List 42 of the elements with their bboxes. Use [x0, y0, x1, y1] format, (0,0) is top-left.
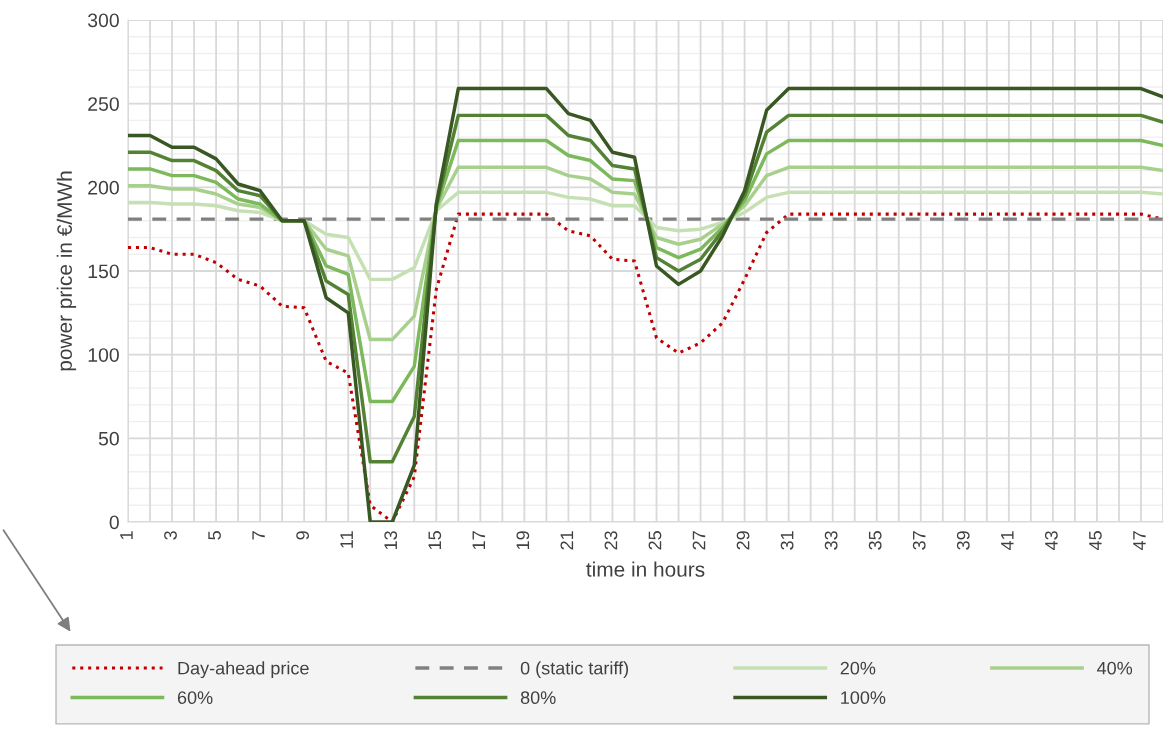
- legend-label: 100%: [841, 691, 886, 705]
- x-tick-label: 29: [736, 531, 750, 550]
- y-tick-label: 0: [109, 515, 119, 530]
- legend-label: 20%: [840, 661, 876, 675]
- x-tick-label: 13: [384, 531, 398, 550]
- x-tick-label: 19: [516, 531, 530, 550]
- x-tick-label: 43: [1044, 531, 1058, 550]
- x-tick-label: 17: [472, 531, 486, 550]
- x-tick-label: 45: [1089, 531, 1102, 550]
- y-tick-label: 200: [88, 180, 119, 195]
- legend-label: 80%: [520, 691, 556, 705]
- x-tick-label: 9: [296, 531, 310, 540]
- x-tick-label: 31: [780, 531, 794, 550]
- x-tick-label: 27: [692, 531, 706, 550]
- x-tick-label: 1: [120, 531, 133, 539]
- x-tick-label: 11: [340, 531, 353, 548]
- legend-label: Day-ahead price: [178, 661, 309, 679]
- x-tick-label: 7: [252, 531, 265, 540]
- x-tick-label: 25: [648, 531, 662, 550]
- x-tick-label: 3: [164, 531, 177, 540]
- y-tick-label: 100: [88, 348, 119, 362]
- x-tick-label: 39: [956, 531, 970, 550]
- x-tick-label: 5: [208, 531, 221, 540]
- y-tick-label: 300: [87, 13, 119, 28]
- x-tick-label: 15: [428, 531, 442, 550]
- x-tick-label: 23: [604, 531, 618, 550]
- x-tick-label: 35: [868, 531, 882, 550]
- x-tick-label: 37: [912, 531, 926, 550]
- y-tick-label: 250: [88, 97, 119, 111]
- x-tick-label: 47: [1133, 531, 1146, 550]
- legend-label: 60%: [177, 691, 213, 705]
- y-tick-label: 150: [88, 264, 119, 279]
- x-tick-label: 33: [824, 531, 838, 550]
- x-tick-label: 21: [560, 531, 574, 550]
- y-axis-title: power price in €/MWh: [56, 171, 77, 371]
- x-tick-label: 41: [1001, 531, 1014, 550]
- x-axis-title: time in hours: [586, 561, 705, 577]
- legend-label: 0 (static tariff): [520, 661, 629, 679]
- legend-label: 40%: [1097, 661, 1133, 675]
- y-tick-label: 50: [98, 431, 119, 446]
- line-series: [128, 165, 1163, 342]
- line-series: [128, 190, 1163, 282]
